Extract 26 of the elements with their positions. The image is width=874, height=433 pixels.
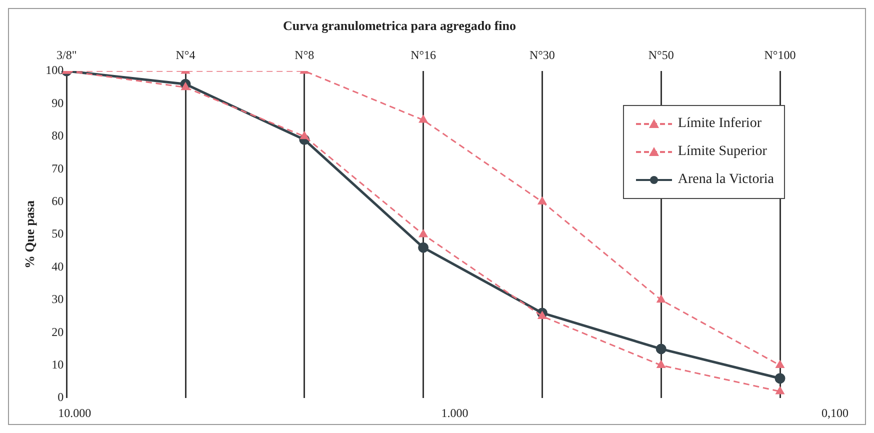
y-tick-label: 90 (52, 96, 64, 110)
chart-title: Curva granulometrica para agregado fino (282, 18, 516, 34)
y-tick-label: 10 (52, 357, 64, 372)
x-tick-label: N°100 (764, 48, 796, 62)
text: 0,100 (822, 406, 848, 420)
y-axis-title: % Que pasa (22, 200, 38, 268)
y-tick-label: 20 (52, 324, 64, 339)
y-tick-label: 70 (52, 161, 64, 176)
legend-label: Arena la Victoria (678, 172, 774, 188)
legend-label: Límite Superior (678, 144, 767, 160)
text: 1.000 (441, 406, 468, 420)
y-tick-label: 30 (52, 292, 64, 306)
x-tick-label: 3/8" (56, 48, 77, 62)
x-tick-label: N°30 (529, 48, 555, 62)
text: 10.000 (58, 406, 92, 420)
x-tick-label: N°4 (176, 48, 196, 62)
y-tick-label: 40 (52, 259, 64, 274)
x-tick-label: N°50 (648, 48, 674, 62)
y-tick-label: 80 (52, 128, 64, 143)
legend-label: Límite Inferior (678, 116, 762, 132)
y-tick-label: 60 (52, 194, 64, 208)
x-tick-label: N°16 (410, 48, 436, 62)
x-tick-label: N°8 (294, 48, 314, 62)
y-tick-label: 50 (52, 226, 64, 241)
y-tick-label: 100 (46, 63, 64, 78)
y-tick-label: 0 (58, 390, 64, 404)
